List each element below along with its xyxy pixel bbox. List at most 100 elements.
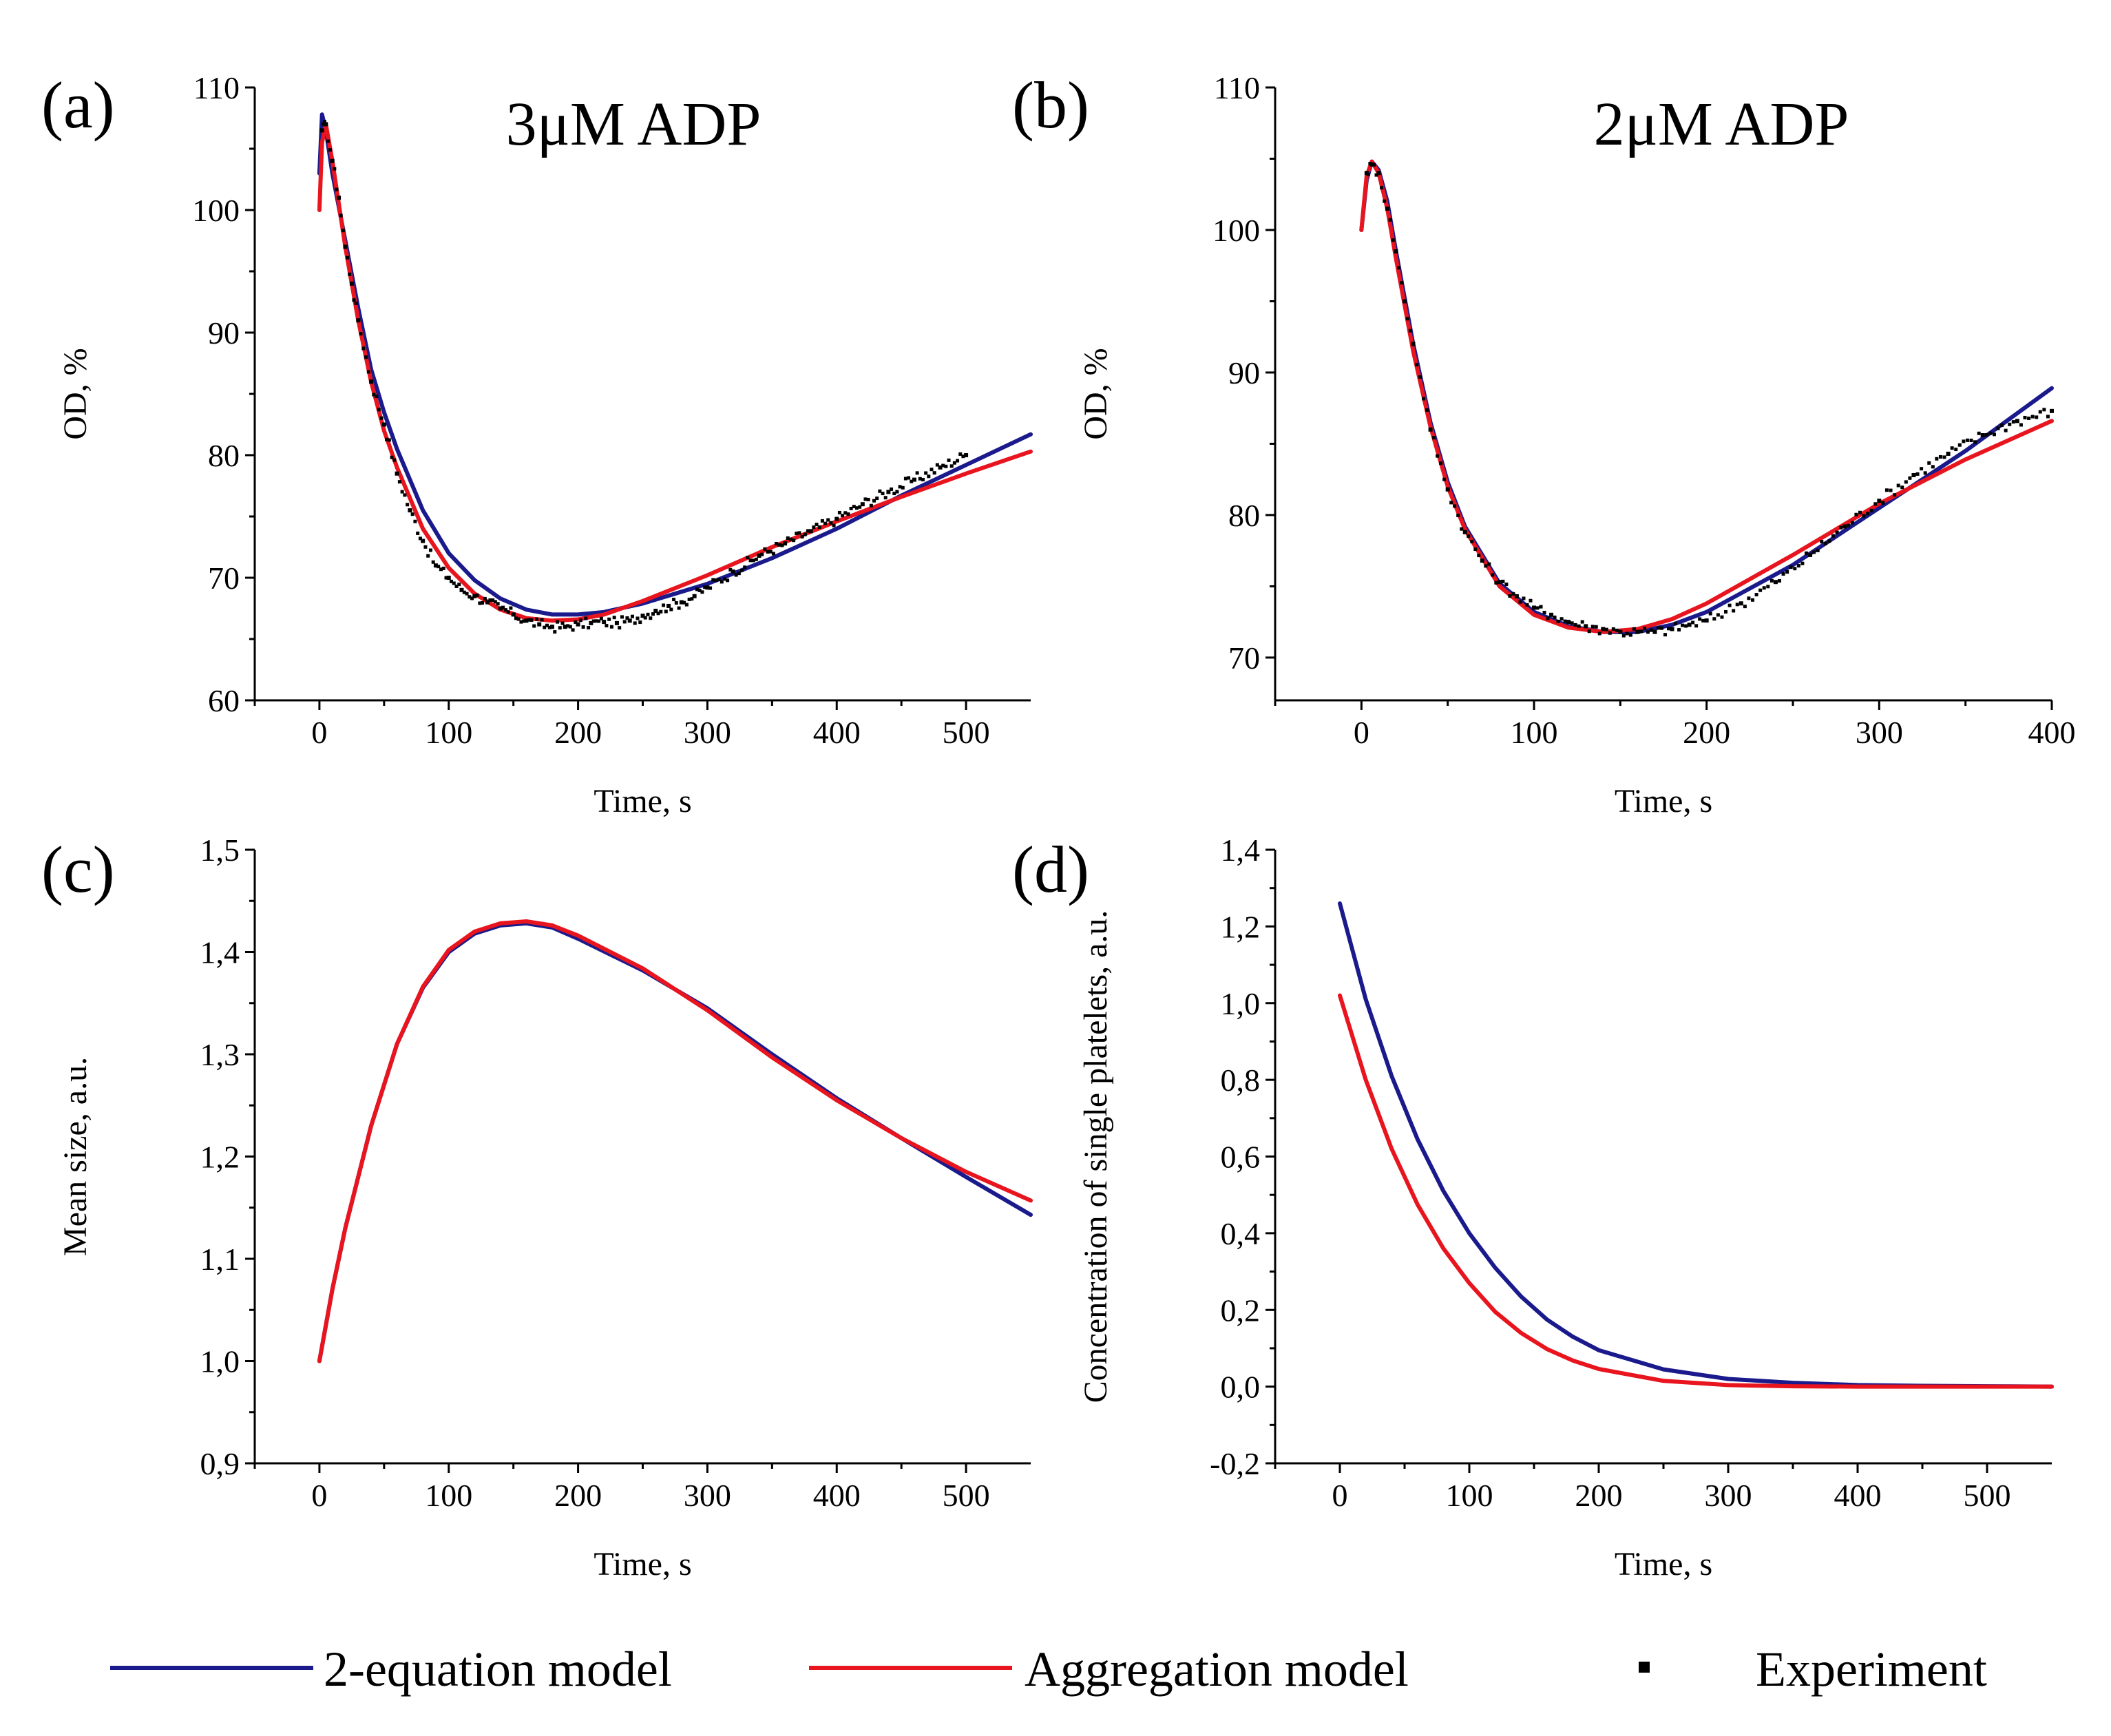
experiment-point xyxy=(711,578,715,582)
experiment-point xyxy=(437,565,441,569)
experiment-point xyxy=(395,471,399,476)
y-tick-label: 1,5 xyxy=(200,833,240,868)
panel-b: 0 100 200 300 400 70 80 90 100 110 Time, s OD, % (b)… xyxy=(1012,68,2076,819)
experiment-point xyxy=(849,506,853,510)
experiment-point xyxy=(527,618,531,622)
experiment-point xyxy=(1442,477,1447,481)
experiment-point xyxy=(1877,499,1882,503)
experiment-point xyxy=(866,497,870,501)
experiment-point xyxy=(958,452,963,456)
experiment-point xyxy=(379,416,384,420)
experiment-point xyxy=(1804,551,1808,555)
experiment-point xyxy=(684,603,689,607)
experiment-point xyxy=(614,620,619,625)
experiment-point xyxy=(1674,621,1678,625)
experiment-point xyxy=(584,616,588,620)
experiment-point xyxy=(1376,171,1381,176)
experiment-point xyxy=(1850,521,1854,525)
experiment-point xyxy=(348,272,352,276)
experiment-point xyxy=(1436,454,1440,458)
y-tick-label: 1,0 xyxy=(200,1344,240,1379)
x-axis-title: Time, s xyxy=(1615,1546,1712,1582)
y-tick-label: 80 xyxy=(208,438,240,473)
experiment-point xyxy=(1484,564,1488,568)
experiment-point xyxy=(503,608,507,612)
experiment-point xyxy=(832,523,836,527)
experiment-point xyxy=(1491,573,1495,577)
experiment-point xyxy=(385,437,389,441)
experiment-point xyxy=(1400,281,1404,285)
experiment-point xyxy=(682,600,686,605)
experiment-point xyxy=(1594,625,1598,629)
y-tick-label: 1,3 xyxy=(200,1037,240,1072)
panel-letter: (c) xyxy=(41,833,115,906)
experiment-point xyxy=(1992,432,1996,437)
experiment-point xyxy=(1494,581,1498,585)
experiment-point xyxy=(369,379,374,384)
experiment-point xyxy=(501,605,505,609)
experiment-point xyxy=(529,618,534,622)
experiment-point xyxy=(826,518,830,522)
experiment-point xyxy=(452,581,456,585)
experiment-point xyxy=(820,519,824,523)
x-tick-label: 400 xyxy=(1834,1478,1882,1513)
panel-c: 0 100 200 300 400 500 0,9 1,0 1,1 1,2 1,3 1,4 1,5 Tim… xyxy=(41,833,1033,1582)
experiment-point xyxy=(1747,596,1751,600)
experiment-point xyxy=(1411,342,1416,346)
experiment-point xyxy=(343,244,348,249)
experiment-point xyxy=(1911,472,1916,477)
experiment-point xyxy=(927,474,931,479)
experiment-point xyxy=(319,128,324,133)
experiment-point xyxy=(1408,328,1412,333)
experiment-point xyxy=(1415,362,1419,366)
experiment-point xyxy=(852,505,856,509)
experiment-point xyxy=(961,454,965,459)
y-tick-label: -0,2 xyxy=(1210,1446,1260,1481)
experiment-point xyxy=(1366,172,1370,176)
x-tick-label: 0 xyxy=(1332,1478,1348,1513)
experiment-point xyxy=(1604,627,1608,631)
experiment-point xyxy=(924,471,928,475)
experiment-point xyxy=(1625,631,1629,636)
y-tick-label: 1,2 xyxy=(200,1140,240,1175)
experiment-point xyxy=(597,619,601,623)
experiment-point xyxy=(1529,598,1533,603)
experiment-point xyxy=(361,346,366,351)
experiment-point xyxy=(930,468,934,472)
x-tick-label: 200 xyxy=(1683,715,1730,750)
experiment-point xyxy=(2023,415,2027,419)
experiment-point xyxy=(834,516,839,521)
experiment-point xyxy=(511,612,516,617)
experiment-point xyxy=(1563,619,1567,623)
experiment-point xyxy=(918,477,922,481)
experiment-point xyxy=(560,621,565,625)
experiment-point xyxy=(421,538,426,543)
experiment-point xyxy=(620,615,624,619)
experiment-point xyxy=(947,458,951,462)
experiment-point xyxy=(1391,238,1395,242)
experiment-point xyxy=(481,601,485,605)
experiment-point xyxy=(737,572,741,576)
experiment-point xyxy=(1467,534,1471,538)
experiment-point xyxy=(478,601,482,605)
y-tick-label: 1,2 xyxy=(1221,909,1261,944)
experiment-point xyxy=(1762,586,1766,590)
x-tick-label: 300 xyxy=(1705,1478,1752,1513)
experiment-point xyxy=(1532,605,1536,610)
experiment-point xyxy=(534,617,538,621)
experiment-point xyxy=(649,616,653,620)
experiment-point xyxy=(543,625,547,629)
experiment-point xyxy=(485,600,490,605)
panel-d: 0 100 200 300 400 500 -0,2 0,0 0,2 0,4 0,6 0,8 1,0 1,… xyxy=(1012,833,2054,1582)
experiment-point xyxy=(612,616,616,620)
experiment-point xyxy=(695,587,699,592)
experiment-point xyxy=(1369,162,1374,167)
y-tick-label: 0,4 xyxy=(1221,1216,1261,1251)
experiment-point xyxy=(1659,626,1663,630)
experiment-point xyxy=(364,355,368,359)
panel-letter: (a) xyxy=(41,68,115,142)
experiment-point xyxy=(1866,512,1870,516)
experiment-point xyxy=(349,281,354,286)
experiment-point xyxy=(333,167,337,171)
experiment-point xyxy=(677,606,681,610)
